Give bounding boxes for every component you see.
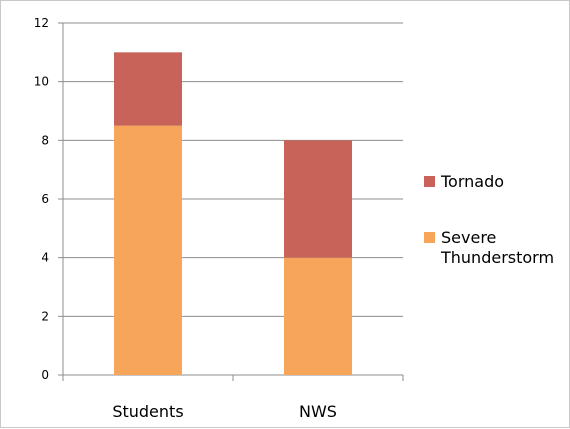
bar-segment-tornado (114, 52, 182, 126)
y-tick-label: 2 (41, 309, 49, 323)
y-tick-label: 12 (34, 16, 49, 30)
y-tick-label: 10 (34, 75, 49, 89)
y-tick-label: 6 (41, 192, 49, 206)
legend-label: Severe (441, 228, 496, 247)
bar-segment-tornado (284, 140, 352, 258)
y-tick-label: 4 (41, 251, 49, 265)
x-category-label: NWS (299, 402, 337, 421)
legend-swatch (424, 232, 435, 243)
axis-labels: 0 2 4 6 8 10 12 Students NWS (34, 16, 337, 421)
bars (114, 52, 352, 376)
bar-segment-severe-thunderstorm (114, 125, 182, 376)
legend-label: Thunderstorm (440, 248, 554, 267)
legend-label: Tornado (440, 172, 504, 191)
legend-swatch (424, 176, 435, 187)
bar-segment-severe-thunderstorm (284, 257, 352, 375)
y-tick-label: 8 (41, 133, 49, 147)
x-category-label: Students (112, 402, 183, 421)
y-tick-label: 0 (41, 368, 49, 382)
